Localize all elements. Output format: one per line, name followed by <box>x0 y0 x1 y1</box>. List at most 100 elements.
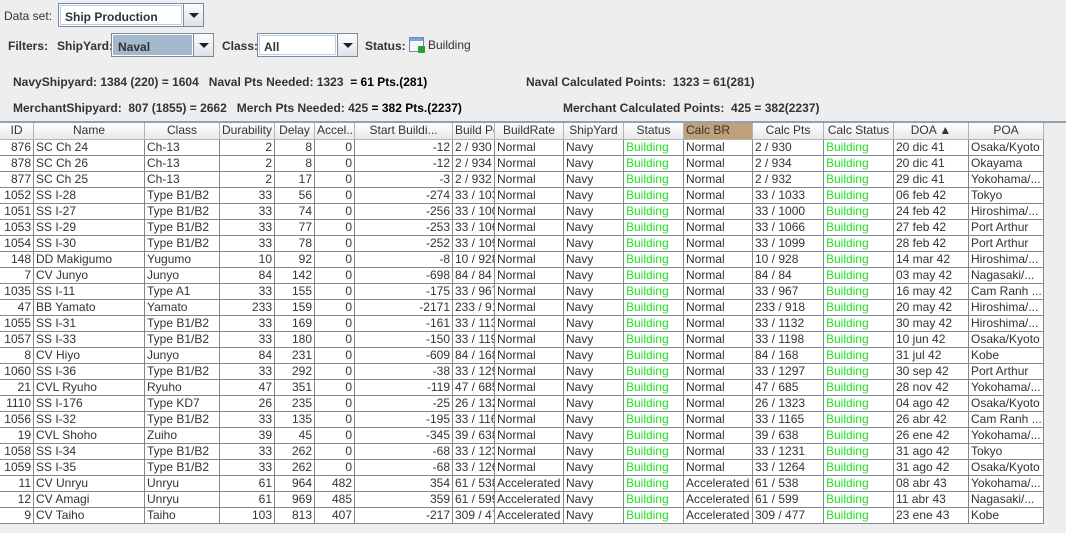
table-cell: Normal <box>495 396 564 412</box>
table-row[interactable]: 1035 SS I-11 Type A1 33 155 0 -175 33 / 967 Norm… <box>0 284 1044 300</box>
table-cell: 24 feb 42 <box>894 204 969 220</box>
column-header[interactable]: Accel... <box>315 123 355 140</box>
table-row[interactable]: 19 CVL Shoho Zuiho 39 45 0 -345 39 / 638 Normal N… <box>0 428 1044 444</box>
table-cell: 33 <box>220 188 275 204</box>
table-cell: 84 / 84 <box>453 268 495 284</box>
column-header[interactable]: DOA ▲ <box>894 123 969 140</box>
table-row[interactable]: 876 SC Ch 24 Ch-13 2 8 0 -12 2 / 930 Normal Navy B… <box>0 140 1044 156</box>
table-cell: Yamato <box>145 300 220 316</box>
table-cell: 969 <box>275 492 315 508</box>
table-cell: Building <box>824 268 894 284</box>
shipyard-combo[interactable]: Naval <box>111 33 214 57</box>
table-cell: Building <box>824 396 894 412</box>
table-cell: 359 <box>355 492 453 508</box>
table-cell: -2171 <box>355 300 453 316</box>
table-row[interactable]: 8 CV Hiyo Junyo 84 231 0 -609 84 / 168 Normal Nav… <box>0 348 1044 364</box>
table-row[interactable]: 878 SC Ch 26 Ch-13 2 8 0 -12 2 / 934 Normal Navy B… <box>0 156 1044 172</box>
table-cell: Type A1 <box>145 284 220 300</box>
column-header[interactable]: Calc Pts <box>753 123 824 140</box>
column-header[interactable]: BuildRate <box>495 123 564 140</box>
table-cell: Nagasaki/... <box>969 492 1044 508</box>
column-header[interactable]: ShipYard <box>564 123 624 140</box>
column-header[interactable]: Start Buildi... <box>355 123 453 140</box>
table-cell: 155 <box>275 284 315 300</box>
table-cell: Building <box>624 444 684 460</box>
table-cell: Navy <box>564 140 624 156</box>
chevron-down-icon[interactable] <box>183 4 203 26</box>
table-cell: 47 / 685 <box>453 380 495 396</box>
column-header[interactable]: Durability <box>220 123 275 140</box>
table-cell: Navy <box>564 396 624 412</box>
table-cell: 1054 <box>0 236 34 252</box>
table-cell: 2 / 932 <box>753 172 824 188</box>
table-cell: 33 <box>220 412 275 428</box>
table-row[interactable]: 21 CVL Ryuho Ryuho 47 351 0 -119 47 / 685 Normal… <box>0 380 1044 396</box>
table-row[interactable]: 11 CV Unryu Unryu 61 964 482 354 61 / 538 Accele… <box>0 476 1044 492</box>
column-header[interactable]: Delay <box>275 123 315 140</box>
chevron-down-icon[interactable] <box>337 34 357 56</box>
table-cell: 26 abr 42 <box>894 412 969 428</box>
class-combo[interactable]: All <box>257 33 358 57</box>
table-cell: 103 <box>220 508 275 524</box>
table-cell: 26 <box>220 396 275 412</box>
table-cell: Building <box>624 428 684 444</box>
table-cell: Normal <box>495 220 564 236</box>
table-cell: Normal <box>684 428 753 444</box>
table-cell: 0 <box>315 204 355 220</box>
table-cell: Building <box>824 156 894 172</box>
table-cell: 0 <box>315 332 355 348</box>
table-cell: -698 <box>355 268 453 284</box>
table-cell: -12 <box>355 140 453 156</box>
table-cell: 03 may 42 <box>894 268 969 284</box>
table-cell: Normal <box>495 188 564 204</box>
table-cell: 2 / 932 <box>453 172 495 188</box>
table-cell: 2 / 934 <box>453 156 495 172</box>
table-cell: Yokohama/... <box>969 476 1044 492</box>
table-cell: Building <box>624 332 684 348</box>
dataset-combo[interactable]: Ship Production <box>58 3 204 27</box>
table-cell: -3 <box>355 172 453 188</box>
column-header[interactable]: Calc BR <box>684 123 753 140</box>
column-header[interactable]: Build Point... <box>453 123 495 140</box>
column-header[interactable]: Calc Status <box>824 123 894 140</box>
table-cell: 309 / 477 <box>753 508 824 524</box>
chevron-down-icon[interactable] <box>193 34 213 56</box>
table-cell: Okayama <box>969 156 1044 172</box>
table-cell: 92 <box>275 252 315 268</box>
status-filter-button[interactable]: Building <box>409 37 471 53</box>
table-row[interactable]: 12 CV Amagi Unryu 61 969 485 359 61 / 599 Accele… <box>0 492 1044 508</box>
table-cell: Ryuho <box>145 380 220 396</box>
table-cell: -274 <box>355 188 453 204</box>
table-row[interactable]: 877 SC Ch 25 Ch-13 2 17 0 -3 2 / 932 Normal Navy B… <box>0 172 1044 188</box>
column-header[interactable]: Class <box>145 123 220 140</box>
table-cell: 47 / 685 <box>753 380 824 396</box>
column-header[interactable]: POA <box>969 123 1044 140</box>
column-header[interactable]: Name <box>34 123 145 140</box>
column-header[interactable]: ID <box>0 123 34 140</box>
merchant-summary: MerchantShipyard: 807 (1855) = 2662 Merc… <box>13 101 462 115</box>
column-header[interactable]: Status <box>624 123 684 140</box>
table-cell: 33 <box>220 444 275 460</box>
table-cell: Normal <box>684 252 753 268</box>
table-cell: Navy <box>564 348 624 364</box>
table-row[interactable]: 7 CV Junyo Junyo 84 142 0 -698 84 / 84 Normal Nav… <box>0 268 1044 284</box>
table-row[interactable]: 148 DD Makigumo Yugumo 10 92 0 -8 10 / 928 Norma… <box>0 252 1044 268</box>
table-cell: 233 / 918 <box>753 300 824 316</box>
table-cell: Type B1/B2 <box>145 332 220 348</box>
table-cell: Normal <box>495 252 564 268</box>
table-cell: 61 / 538 <box>753 476 824 492</box>
table-cell: 74 <box>275 204 315 220</box>
